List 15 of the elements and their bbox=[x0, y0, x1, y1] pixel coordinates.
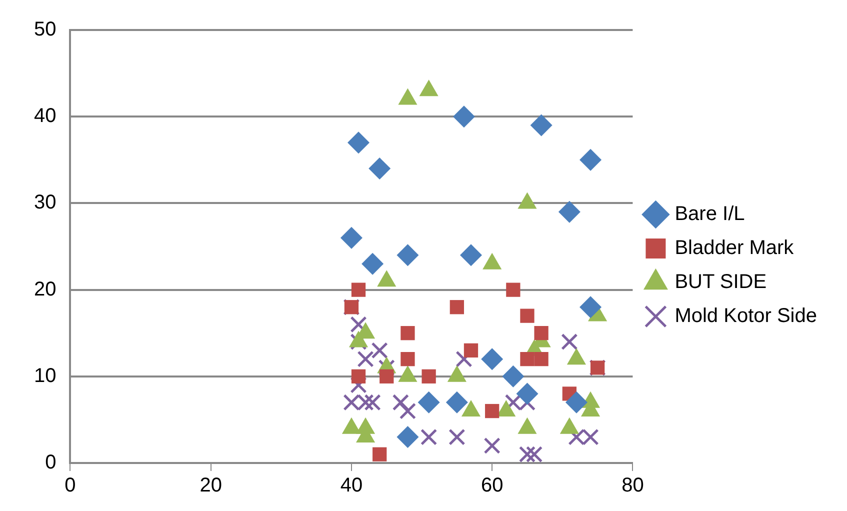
x-tick-label: 60 bbox=[480, 474, 504, 497]
y-tick-label: 10 bbox=[34, 364, 56, 387]
x-tick-label: 0 bbox=[64, 474, 76, 497]
y-tick-label: 40 bbox=[34, 105, 56, 128]
y-tick-label: 50 bbox=[34, 18, 56, 41]
y-tick-label: 20 bbox=[34, 278, 56, 300]
x-tick-label: 80 bbox=[622, 474, 644, 497]
x-tick-label: 20 bbox=[200, 474, 222, 497]
y-tick-label: 0 bbox=[45, 452, 56, 474]
x-tick-label: 40 bbox=[340, 474, 363, 497]
legend-label: Bladder Mark bbox=[674, 237, 795, 260]
legend-label: Bare I/L bbox=[674, 203, 745, 226]
legend-label: BUT SIDE bbox=[674, 271, 767, 294]
y-tick-label: 30 bbox=[34, 192, 56, 214]
legend-label: Mold Kotor Side bbox=[674, 305, 817, 328]
